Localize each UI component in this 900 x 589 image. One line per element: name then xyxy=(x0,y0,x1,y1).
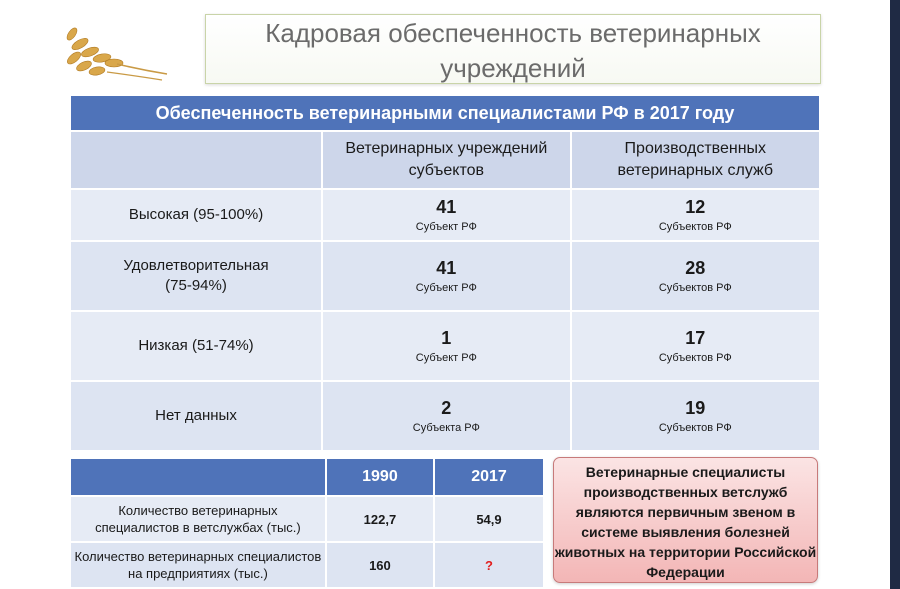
row-label-text: Количество ветеринарных специалистов на … xyxy=(74,549,322,581)
unit: Субъект РФ xyxy=(415,352,477,364)
value-1990: 122,7 xyxy=(324,495,435,543)
value: 41 xyxy=(436,197,457,217)
unit: Субъектов РФ xyxy=(658,352,732,364)
value: 12 xyxy=(685,197,706,217)
cell-production: 17 Субъектов РФ xyxy=(569,310,822,382)
row-label-text: Количество ветеринарных специалистов в в… xyxy=(95,503,301,535)
value: 1 xyxy=(441,328,452,348)
value-2017: 54,9 xyxy=(432,495,546,543)
value: 17 xyxy=(685,328,706,348)
value: 28 xyxy=(685,258,706,278)
title-line-2: учреждений xyxy=(440,53,586,83)
value: 19 xyxy=(685,398,706,418)
table-row: Высокая (95-100%) 41 Субъект РФ 12 Субъект… xyxy=(68,188,822,242)
cell-institutions: 2 Субъекта РФ xyxy=(321,380,572,452)
col-header-production: Производственных ветеринарных служб xyxy=(569,130,822,190)
unit: Субъектов РФ xyxy=(658,282,732,294)
cell-institutions: 1 Субъект РФ xyxy=(321,310,572,382)
cell-institutions: 41 Субъект РФ xyxy=(321,188,572,242)
unit: Субъекта РФ xyxy=(412,422,480,434)
unit: Субъектов РФ xyxy=(658,422,732,434)
unit: Субъект РФ xyxy=(415,221,477,233)
row-label-text: Удовлетворительная (75-94%) xyxy=(123,257,269,294)
row-label: Количество ветеринарных специалистов в в… xyxy=(69,495,327,543)
slide-title: Кадровая обеспеченность ветеринарных учр… xyxy=(205,14,821,84)
table-row: Удовлетворительная (75-94%) 41 Субъект РФ… xyxy=(68,240,822,312)
specialists-count-table: 1990 2017 Количество ветеринарных специа… xyxy=(69,457,546,589)
col-header-institutions: Ветеринарных учреждений субъектов xyxy=(321,130,572,190)
wheat-decoration xyxy=(66,27,168,81)
right-edge-bar xyxy=(890,0,900,589)
title-line-1: Кадровая обеспеченность ветеринарных xyxy=(265,18,761,48)
table-row: Нет данных 2 Субъекта РФ 19 Субъектов РФ xyxy=(68,380,822,452)
col-header-2017: 2017 xyxy=(432,457,546,497)
row-label: Низкая (51-74%) xyxy=(68,310,324,382)
staffing-table: Обеспеченность ветеринарными специалиста… xyxy=(68,94,822,452)
value-2017-unknown: ? xyxy=(432,541,546,589)
table-row: Количество ветеринарных специалистов в в… xyxy=(69,495,546,543)
col-header-1990: 1990 xyxy=(324,457,435,497)
cell-institutions: 41 Субъект РФ xyxy=(321,240,572,312)
value-1990: 160 xyxy=(324,541,435,589)
cell-production: 28 Субъектов РФ xyxy=(569,240,822,312)
cell-production: 19 Субъектов РФ xyxy=(569,380,822,452)
value: 41 xyxy=(436,258,457,278)
row-label: Количество ветеринарных специалистов на … xyxy=(69,541,327,589)
staffing-table-header: Обеспеченность ветеринарными специалиста… xyxy=(69,94,821,132)
callout-note: Ветеринарные специалисты производственны… xyxy=(553,457,818,583)
unit: Субъектов РФ xyxy=(658,221,732,233)
row-label: Удовлетворительная (75-94%) xyxy=(68,240,324,312)
row-label: Высокая (95-100%) xyxy=(68,188,324,242)
empty-header-cell xyxy=(69,457,327,497)
empty-header-cell xyxy=(68,130,324,190)
cell-production: 12 Субъектов РФ xyxy=(569,188,822,242)
unit: Субъект РФ xyxy=(415,282,477,294)
table-row: Низкая (51-74%) 1 Субъект РФ 17 Субъектов … xyxy=(68,310,822,382)
table-row: Количество ветеринарных специалистов на … xyxy=(69,541,546,589)
row-label: Нет данных xyxy=(68,380,324,452)
value: 2 xyxy=(441,398,452,418)
